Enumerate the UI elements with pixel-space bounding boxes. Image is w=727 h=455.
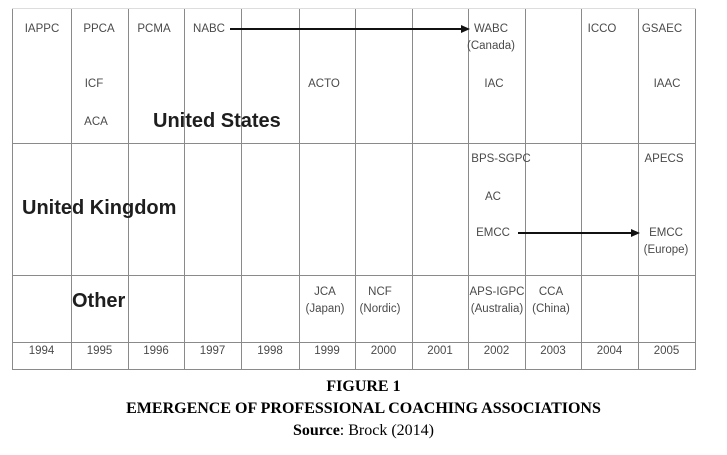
year-label: 1994: [28, 345, 55, 357]
assoc-iaac: IAAC: [653, 78, 681, 90]
grid-line: [12, 8, 696, 9]
assoc-aca: ACA: [84, 116, 108, 128]
year-label: 2000: [370, 345, 397, 357]
figure-title: EMERGENCE OF PROFESSIONAL COACHING ASSOC…: [126, 400, 601, 417]
arrow-emcc-to-emcc-europe: [518, 229, 640, 237]
year-label: 2003: [540, 345, 566, 357]
grid-line: [638, 8, 639, 369]
assoc-pcma: PCMA: [137, 23, 171, 35]
grid-line: [695, 8, 696, 369]
assoc-emcc: EMCC: [476, 227, 510, 239]
arrow-nabc-to-wabc: [230, 25, 470, 33]
grid-line: [299, 8, 300, 369]
assoc-aps-igpc: APS-IGPC (Australia): [469, 286, 525, 315]
year-label: 1997: [199, 345, 226, 357]
year-label: 1996: [143, 345, 169, 357]
assoc-ppca: PPCA: [83, 23, 115, 35]
grid-line: [128, 8, 129, 369]
grid-line: [12, 369, 696, 370]
grid-line: [581, 8, 582, 369]
figure-number: FIGURE 1: [326, 378, 401, 395]
assoc-ac: AC: [485, 191, 501, 203]
assoc-iappc: IAPPC: [24, 23, 60, 35]
year-label: 2002: [483, 345, 510, 357]
region-label-uk: United Kingdom: [22, 197, 177, 219]
assoc-bps-sgpc: BPS-SGPC: [471, 153, 531, 165]
grid-line: [355, 8, 356, 369]
year-label: 2004: [596, 345, 623, 357]
year-label: 2005: [653, 345, 680, 357]
region-label-other: Other: [72, 290, 126, 312]
assoc-emcc-europe: EMCC (Europe): [643, 227, 689, 256]
assoc-apecs: APECS: [644, 153, 684, 165]
grid-line: [184, 8, 185, 369]
assoc-acto: ACTO: [308, 78, 340, 90]
grid-line: [12, 8, 13, 369]
assoc-wabc: WABC (Canada): [467, 23, 515, 52]
figure-source: Source: Brock (2014): [292, 422, 434, 439]
assoc-cca: CCA (China): [532, 286, 570, 315]
grid-line: [412, 8, 413, 369]
grid-line: [241, 8, 242, 369]
year-label: 1999: [314, 345, 340, 357]
region-label-us: United States: [153, 110, 281, 132]
year-label: 1995: [86, 345, 113, 357]
assoc-icco: ICCO: [587, 23, 617, 35]
grid-line: [12, 275, 696, 276]
year-label: 2001: [427, 345, 453, 357]
assoc-iac: IAC: [484, 78, 504, 90]
grid-line: [525, 8, 526, 369]
assoc-nabc: NABC: [193, 23, 225, 35]
grid-line: [71, 8, 72, 369]
year-label: 1998: [257, 345, 283, 357]
assoc-jca: JCA (Japan): [305, 286, 345, 315]
assoc-icf: ICF: [84, 78, 104, 90]
grid-line: [468, 8, 469, 369]
grid-line: [12, 143, 696, 144]
grid-line: [12, 342, 696, 343]
assoc-ncf: NCF (Nordic): [359, 286, 401, 315]
assoc-gsaec: GSAEC: [641, 23, 683, 35]
